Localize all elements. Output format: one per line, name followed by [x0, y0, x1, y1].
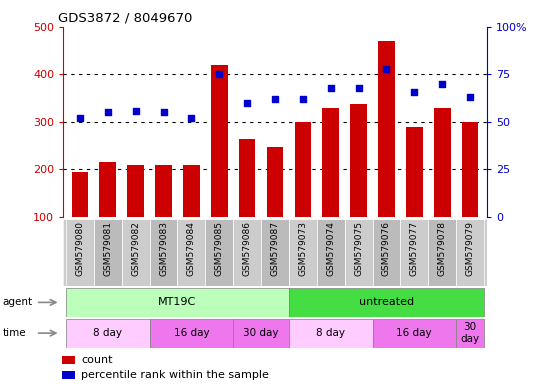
Text: GSM579087: GSM579087 [271, 221, 279, 276]
Bar [233, 219, 261, 286]
Bar [66, 319, 150, 348]
Bar [428, 219, 456, 286]
Bar [211, 65, 228, 265]
Bar [400, 219, 428, 286]
Bar [150, 319, 233, 348]
Text: GSM579086: GSM579086 [243, 221, 252, 276]
Text: GSM579073: GSM579073 [298, 221, 307, 276]
Text: GDS3872 / 8049670: GDS3872 / 8049670 [58, 12, 192, 25]
Bar [456, 319, 484, 348]
Bar [289, 288, 484, 317]
Text: MT19C: MT19C [158, 297, 196, 308]
Point [438, 81, 447, 87]
Text: count: count [81, 355, 113, 365]
Bar [100, 162, 116, 265]
Point [299, 96, 307, 102]
Text: 16 day: 16 day [397, 328, 432, 338]
Bar [94, 219, 122, 286]
Text: 8 day: 8 day [316, 328, 345, 338]
Text: agent: agent [3, 297, 33, 308]
Bar [289, 319, 372, 348]
Point [159, 109, 168, 116]
Bar [128, 165, 144, 265]
Bar [239, 139, 256, 265]
Point [103, 109, 112, 116]
Point [354, 84, 363, 91]
Text: GSM579084: GSM579084 [187, 221, 196, 276]
Bar [294, 122, 311, 265]
Point [75, 115, 84, 121]
Bar [233, 319, 289, 348]
Bar [150, 219, 178, 286]
Text: GSM579083: GSM579083 [159, 221, 168, 276]
Text: 8 day: 8 day [94, 328, 122, 338]
Bar [122, 219, 150, 286]
Bar [372, 319, 456, 348]
Point [326, 84, 335, 91]
Bar [317, 219, 345, 286]
Bar [372, 219, 400, 286]
Text: GSM579085: GSM579085 [215, 221, 224, 276]
Point [215, 71, 224, 78]
Text: GSM579075: GSM579075 [354, 221, 363, 276]
Bar [350, 104, 367, 265]
Bar [456, 219, 484, 286]
Bar [461, 122, 478, 265]
Bar [267, 147, 283, 265]
Text: 16 day: 16 day [174, 328, 209, 338]
Text: GSM579079: GSM579079 [465, 221, 475, 276]
Text: GSM579077: GSM579077 [410, 221, 419, 276]
Bar [66, 288, 289, 317]
Bar [345, 219, 372, 286]
Bar [406, 127, 422, 265]
Text: GSM579080: GSM579080 [75, 221, 85, 276]
Point [410, 88, 419, 94]
Text: GSM579078: GSM579078 [438, 221, 447, 276]
Text: time: time [3, 328, 26, 338]
Bar [72, 172, 89, 265]
Text: GSM579076: GSM579076 [382, 221, 391, 276]
Text: GSM579074: GSM579074 [326, 221, 335, 276]
Text: GSM579082: GSM579082 [131, 221, 140, 276]
Bar [289, 219, 317, 286]
Bar [205, 219, 233, 286]
Text: 30 day: 30 day [243, 328, 279, 338]
Point [243, 100, 251, 106]
Bar [62, 356, 75, 364]
Text: GSM579081: GSM579081 [103, 221, 112, 276]
Text: percentile rank within the sample: percentile rank within the sample [81, 369, 269, 379]
Bar [261, 219, 289, 286]
Bar [155, 165, 172, 265]
Point [382, 66, 391, 72]
Point [187, 115, 196, 121]
Bar [183, 165, 200, 265]
Bar [66, 219, 94, 286]
Point [271, 96, 279, 102]
Bar [378, 41, 395, 265]
Text: 30
day: 30 day [460, 322, 480, 344]
Bar [62, 371, 75, 379]
Point [466, 94, 475, 100]
Bar [322, 108, 339, 265]
Bar [434, 108, 450, 265]
Text: untreated: untreated [359, 297, 414, 308]
Bar [178, 219, 205, 286]
Point [131, 108, 140, 114]
